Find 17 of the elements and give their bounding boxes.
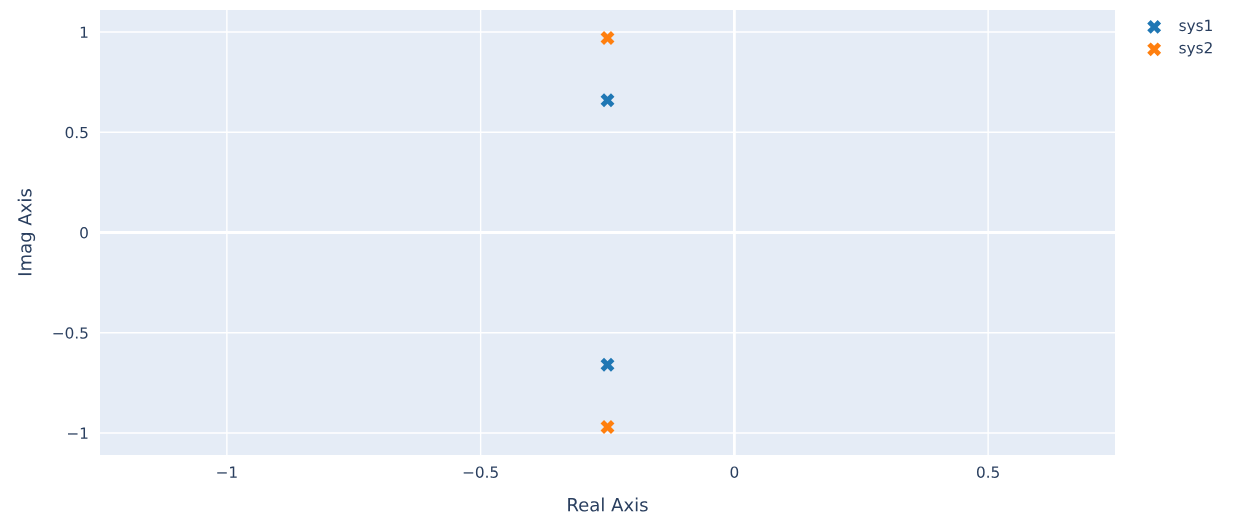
y-tick-label: 1 [80,26,88,38]
point [600,357,615,372]
x-tick-label: −1 [217,466,237,478]
y-tick-label: 0 [80,226,88,239]
x-tick-label: 0.5 [976,466,999,478]
y-tick-label: 0.5 [65,126,88,139]
legend-label: sys1 [1179,19,1212,35]
point [600,93,615,108]
y-axis-title: Imag Axis [17,189,36,276]
point [600,419,615,434]
x-tick-label: −0.5 [463,466,498,478]
point [600,31,615,46]
legend-label: sys2 [1179,41,1212,57]
y-tick-label: −0.5 [53,327,88,339]
y-tick-label: −1 [67,427,88,439]
x-tick-label: 0 [730,466,739,478]
x-axis-title: Real Axis [568,497,648,512]
